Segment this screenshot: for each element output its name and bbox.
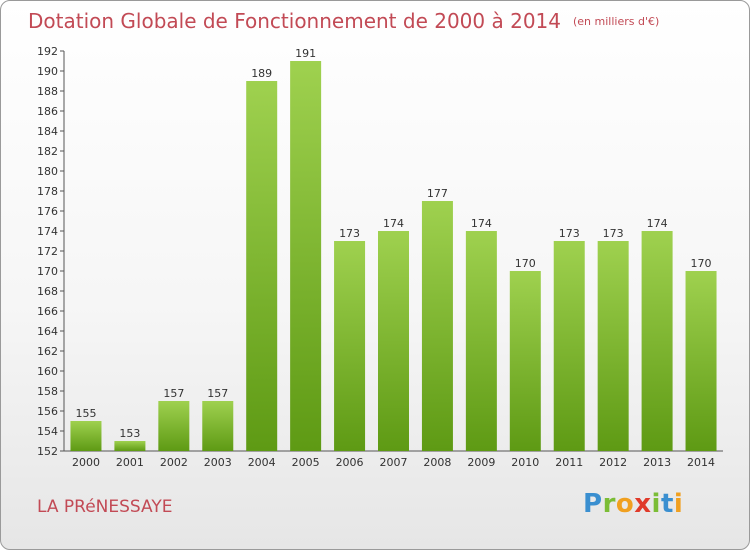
y-tick-label: 176 bbox=[37, 205, 58, 218]
x-tick-label: 2008 bbox=[423, 456, 451, 469]
bar-2001 bbox=[114, 441, 146, 451]
bar-value-label: 173 bbox=[339, 227, 360, 240]
commune-name: LA PRéNESSAYE bbox=[37, 497, 173, 517]
y-tick-label: 170 bbox=[37, 265, 58, 278]
y-tick-label: 156 bbox=[37, 405, 58, 418]
y-tick-label: 178 bbox=[37, 185, 58, 198]
bar-value-label: 170 bbox=[515, 257, 536, 270]
y-tick-label: 186 bbox=[37, 105, 58, 118]
x-tick-label: 2009 bbox=[467, 456, 495, 469]
bar-value-label: 153 bbox=[119, 427, 140, 440]
logo-letter: x bbox=[634, 489, 652, 519]
bar-2003 bbox=[202, 401, 234, 451]
bar-value-label: 170 bbox=[691, 257, 712, 270]
bar-2006 bbox=[334, 241, 366, 451]
bar-2004 bbox=[246, 81, 278, 451]
bar-2000 bbox=[70, 421, 102, 451]
logo-letter: r bbox=[602, 489, 616, 519]
bar-value-label: 157 bbox=[163, 387, 184, 400]
bar-value-label: 174 bbox=[647, 217, 668, 230]
y-tick-label: 184 bbox=[37, 125, 58, 138]
y-tick-label: 174 bbox=[37, 225, 58, 238]
chart-title-text: Dotation Globale de Fonctionnement de 20… bbox=[28, 9, 561, 33]
bar-value-label: 177 bbox=[427, 187, 448, 200]
y-tick-label: 154 bbox=[37, 425, 58, 438]
x-tick-label: 2011 bbox=[555, 456, 583, 469]
axes: 152 154 156 158 160 162 164 166 168 170 172 174 176 1… bbox=[37, 45, 723, 458]
bar-value-label: 157 bbox=[207, 387, 228, 400]
chart-unit: (en milliers d'€) bbox=[573, 15, 660, 28]
y-tick-label: 162 bbox=[37, 345, 58, 358]
logo-letter: i bbox=[651, 489, 661, 519]
logo-letter: P bbox=[583, 489, 603, 519]
x-tick-label: 2012 bbox=[599, 456, 627, 469]
logo-letter: i bbox=[673, 489, 684, 519]
bar-value-label: 174 bbox=[383, 217, 404, 230]
x-tick-label: 2010 bbox=[511, 456, 539, 469]
bar-value-label: 173 bbox=[559, 227, 580, 240]
y-tick-label: 164 bbox=[37, 325, 58, 338]
y-tick-label: 172 bbox=[37, 245, 58, 258]
bars bbox=[70, 61, 717, 451]
proxiti-logo: Proxiti bbox=[583, 489, 683, 519]
bar-2002 bbox=[158, 401, 190, 451]
bar-2008 bbox=[421, 201, 453, 451]
y-tick-label: 190 bbox=[37, 65, 58, 78]
y-tick-label: 152 bbox=[37, 445, 58, 458]
x-tick-label: 2001 bbox=[116, 456, 144, 469]
x-tick-label: 2006 bbox=[336, 456, 364, 469]
y-tick-label: 160 bbox=[37, 365, 58, 378]
x-tick-label: 2004 bbox=[248, 456, 276, 469]
bar-value-label: 174 bbox=[471, 217, 492, 230]
bar-2014 bbox=[685, 271, 717, 451]
bar-2011 bbox=[553, 241, 585, 451]
x-tick-label: 2002 bbox=[160, 456, 188, 469]
chart-title: Dotation Globale de Fonctionnement de 20… bbox=[28, 9, 659, 33]
y-tick-label: 166 bbox=[37, 305, 58, 318]
bar-2013 bbox=[641, 231, 673, 451]
value-labels: 155 2000 153 2001 157 2002 157 2003 189 2004 191 20… bbox=[72, 47, 715, 469]
bar-value-label: 155 bbox=[75, 407, 96, 420]
x-tick-label: 2014 bbox=[687, 456, 715, 469]
y-tick-label: 192 bbox=[37, 45, 58, 58]
bar-2007 bbox=[378, 231, 409, 451]
y-tick-label: 180 bbox=[37, 165, 58, 178]
bar-2009 bbox=[465, 231, 497, 451]
bar-value-label: 191 bbox=[295, 47, 316, 60]
y-tick-label: 158 bbox=[37, 385, 58, 398]
x-tick-label: 2007 bbox=[380, 456, 408, 469]
bar-2010 bbox=[509, 271, 541, 451]
bar-value-label: 173 bbox=[603, 227, 624, 240]
x-tick-label: 2000 bbox=[72, 456, 100, 469]
logo-letter: o bbox=[615, 489, 635, 519]
x-tick-label: 2013 bbox=[643, 456, 671, 469]
x-tick-label: 2003 bbox=[204, 456, 232, 469]
bar-value-label: 189 bbox=[251, 67, 272, 80]
bar-2005 bbox=[290, 61, 322, 451]
logo-letter: t bbox=[660, 489, 674, 519]
y-tick-label: 188 bbox=[37, 85, 58, 98]
bar-2012 bbox=[597, 241, 629, 451]
x-tick-label: 2005 bbox=[292, 456, 320, 469]
y-tick-label: 168 bbox=[37, 285, 58, 298]
y-tick-label: 182 bbox=[37, 145, 58, 158]
